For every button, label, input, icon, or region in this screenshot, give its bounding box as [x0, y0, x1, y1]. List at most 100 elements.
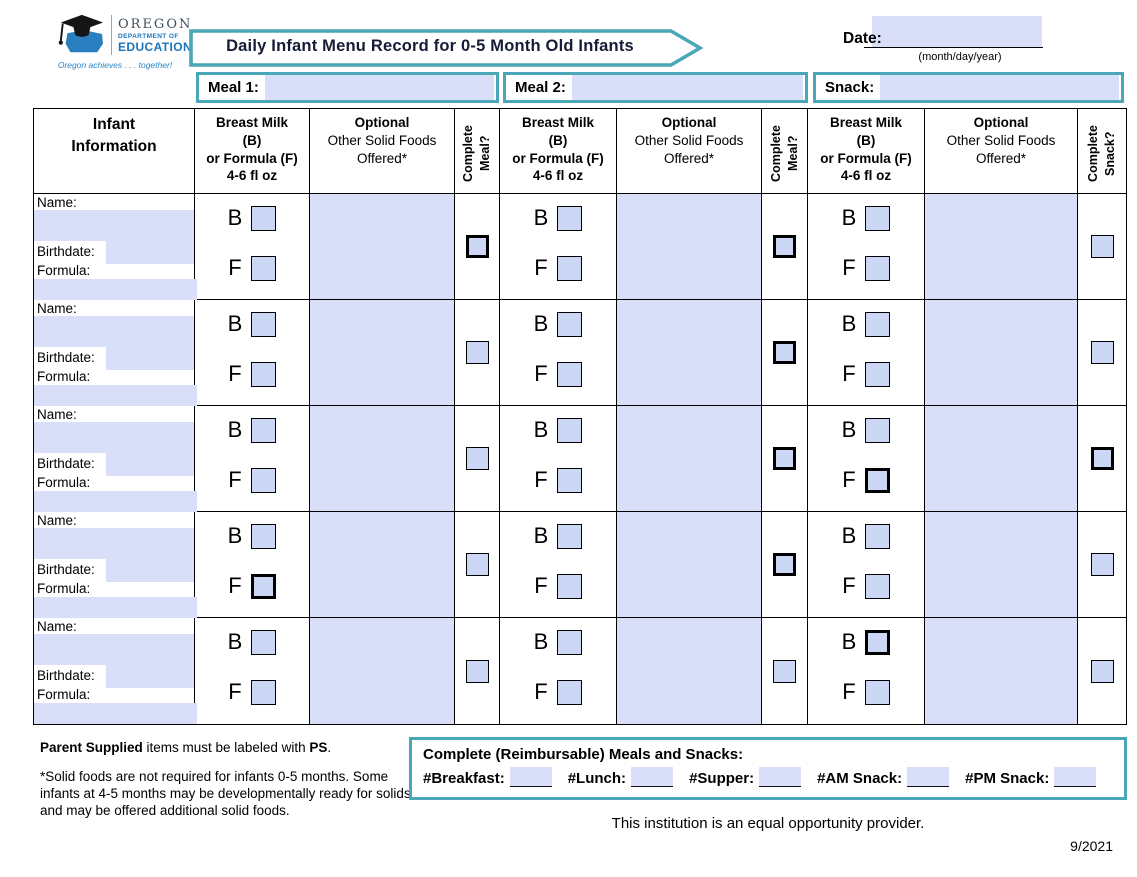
meal1-input[interactable] [264, 75, 494, 100]
snack-complete-checkbox[interactable] [1090, 341, 1114, 364]
pm-snack-count-input[interactable] [1054, 767, 1097, 787]
meal1-solid-foods-input[interactable] [310, 406, 454, 511]
f-label: F [842, 361, 856, 386]
snack-solid-foods-input[interactable] [925, 618, 1077, 724]
meal2-formula-checkbox[interactable] [556, 361, 582, 387]
snack-formula-checkbox[interactable] [864, 361, 890, 387]
meal2-solid-foods-input[interactable] [617, 618, 761, 724]
meal1-formula-checkbox[interactable] [250, 361, 276, 387]
meal2-breastmilk-checkbox[interactable] [557, 417, 583, 443]
snack-complete-cell [1078, 512, 1126, 617]
meal1-breastmilk-checkbox[interactable] [251, 417, 277, 443]
meal1-complete-checkbox[interactable] [465, 659, 489, 683]
meal1-complete-checkbox[interactable] [465, 341, 489, 364]
meal1-complete-checkbox[interactable] [465, 553, 489, 576]
snack-formula-checkbox[interactable] [864, 679, 890, 705]
meal2-optional-cell [617, 300, 762, 405]
formula-input[interactable] [34, 385, 197, 406]
snack-breastmilk-checkbox[interactable] [865, 629, 891, 655]
snack-formula-checkbox[interactable] [864, 255, 890, 281]
name-input[interactable] [34, 316, 194, 347]
snack-complete-checkbox[interactable] [1090, 553, 1114, 576]
meal1-breastmilk-checkbox[interactable] [251, 523, 277, 549]
meal2-input[interactable] [571, 75, 803, 100]
snack-solid-foods-input[interactable] [925, 406, 1077, 511]
meal2-complete-checkbox[interactable] [773, 447, 796, 470]
breakfast-count-input[interactable] [509, 767, 552, 787]
snack-solid-foods-input[interactable] [925, 512, 1077, 617]
snack-complete-checkbox[interactable] [1090, 659, 1114, 683]
lunch-count-input[interactable] [631, 767, 674, 787]
meal2-complete-checkbox[interactable] [773, 235, 796, 258]
formula-input[interactable] [34, 597, 197, 618]
name-input[interactable] [34, 528, 194, 559]
am-snack-count-input[interactable] [907, 767, 950, 787]
snack-complete-checkbox[interactable] [1090, 447, 1114, 470]
birthdate-label: Birthdate: [37, 456, 95, 471]
meal1-formula-checkbox[interactable] [250, 467, 276, 493]
snack-complete-cell [1078, 300, 1126, 405]
meal2-breastmilk-checkbox[interactable] [557, 205, 583, 231]
date-input[interactable] [872, 16, 1042, 47]
f-label: F [534, 255, 548, 280]
meal2-formula-checkbox[interactable] [556, 573, 582, 599]
meal2-solid-foods-input[interactable] [617, 512, 761, 617]
meal2-breastmilk-checkbox[interactable] [557, 311, 583, 337]
formula-input[interactable] [34, 703, 197, 724]
meal2-complete-checkbox[interactable] [773, 341, 796, 364]
meal2-complete-checkbox[interactable] [773, 553, 796, 576]
complete-snack-header: Complete Snack? [1086, 125, 1117, 182]
supper-count-input[interactable] [759, 767, 802, 787]
snack-complete-cell [1078, 194, 1126, 299]
meal2-formula-checkbox[interactable] [556, 467, 582, 493]
meal2-bf-header: Breast Milk (B) or Formula (F) 4-6 fl oz [512, 115, 604, 184]
meal2-formula-checkbox[interactable] [556, 255, 582, 281]
b-label: B [841, 417, 857, 442]
meal1-breastmilk-checkbox[interactable] [251, 311, 277, 337]
meal2-solid-foods-input[interactable] [617, 300, 761, 405]
meal1-formula-checkbox[interactable] [250, 679, 276, 705]
meal1-formula-checkbox[interactable] [250, 255, 276, 281]
meal1-complete-checkbox[interactable] [465, 447, 489, 470]
meal2-bf-cell: B F [500, 618, 617, 724]
name-input[interactable] [34, 422, 194, 453]
meal1-formula-checkbox[interactable] [250, 573, 276, 599]
meal2-solid-foods-input[interactable] [617, 406, 761, 511]
b-label: B [227, 205, 243, 230]
meal1-breastmilk-checkbox[interactable] [251, 205, 277, 231]
birthdate-input[interactable] [106, 347, 194, 370]
table-row: Name: Birthdate: Formula: B F B F B F [34, 512, 1126, 618]
meal2-complete-checkbox[interactable] [773, 659, 796, 683]
meal1-solid-foods-input[interactable] [310, 618, 454, 724]
birthdate-input[interactable] [106, 665, 194, 688]
name-input[interactable] [34, 210, 194, 241]
formula-input[interactable] [34, 491, 197, 512]
snack-formula-checkbox[interactable] [864, 573, 890, 599]
meal1-bf-cell: B F [195, 300, 310, 405]
formula-input[interactable] [34, 279, 197, 300]
f-label: F [534, 467, 548, 492]
meal1-breastmilk-checkbox[interactable] [251, 629, 277, 655]
meal2-formula-checkbox[interactable] [556, 679, 582, 705]
meal1-solid-foods-input[interactable] [310, 300, 454, 405]
snack-breastmilk-checkbox[interactable] [865, 205, 891, 231]
meal1-complete-checkbox[interactable] [465, 235, 489, 258]
birthdate-input[interactable] [106, 453, 194, 476]
birthdate-input[interactable] [106, 241, 194, 264]
meal1-solid-foods-input[interactable] [310, 194, 454, 299]
meal2-solid-foods-input[interactable] [617, 194, 761, 299]
snack-formula-checkbox[interactable] [864, 467, 890, 493]
snack-solid-foods-input[interactable] [925, 194, 1077, 299]
birthdate-input[interactable] [106, 559, 194, 582]
snack-breastmilk-checkbox[interactable] [865, 311, 891, 337]
meal2-breastmilk-checkbox[interactable] [557, 629, 583, 655]
snack-breastmilk-checkbox[interactable] [865, 417, 891, 443]
meal1-optional-cell [310, 194, 455, 299]
snack-complete-checkbox[interactable] [1090, 235, 1114, 258]
snack-solid-foods-input[interactable] [925, 300, 1077, 405]
snack-input[interactable] [880, 75, 1119, 100]
name-input[interactable] [34, 634, 194, 665]
snack-breastmilk-checkbox[interactable] [865, 523, 891, 549]
meal2-breastmilk-checkbox[interactable] [557, 523, 583, 549]
meal1-solid-foods-input[interactable] [310, 512, 454, 617]
